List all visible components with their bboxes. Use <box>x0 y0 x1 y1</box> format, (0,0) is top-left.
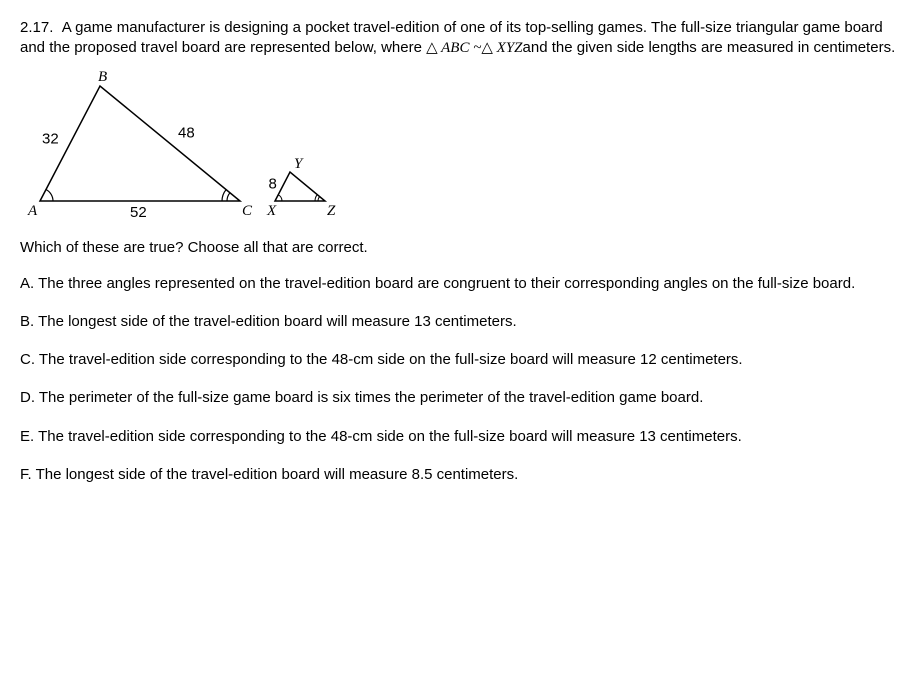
svg-text:52: 52 <box>130 204 147 221</box>
choice-e: E. The travel-edition side corresponding… <box>20 427 903 447</box>
choice-f: F. The longest side of the travel-editio… <box>20 465 903 485</box>
svg-text:C: C <box>242 203 253 219</box>
choice-d: D. The perimeter of the full-size game b… <box>20 388 903 408</box>
problem-text-3: and the given side lengths are measured … <box>523 39 896 56</box>
question-prompt: Which of these are true? Choose all that… <box>20 239 903 256</box>
choice-b: B. The longest side of the travel-editio… <box>20 312 903 332</box>
svg-text:B: B <box>98 71 107 85</box>
svg-text:48: 48 <box>178 124 195 141</box>
page-container: 2.17. A game manufacturer is designing a… <box>0 0 923 503</box>
similarity-expression: △ ABC ~△ XYZ <box>426 40 522 56</box>
svg-text:Y: Y <box>294 156 304 172</box>
svg-text:A: A <box>27 203 38 219</box>
svg-text:Z: Z <box>327 203 336 219</box>
choice-a: A. The three angles represented on the t… <box>20 274 903 294</box>
svg-text:8: 8 <box>269 175 277 192</box>
figure-area: A B C 32 48 52 X Y Z 8 <box>20 71 903 221</box>
problem-text-1: A game manufacturer is designing a pocke… <box>62 19 647 36</box>
choice-c: C. The travel-edition side corresponding… <box>20 350 903 370</box>
triangles-diagram: A B C 32 48 52 X Y Z 8 <box>20 71 360 221</box>
problem-number: 2.17. <box>20 19 53 36</box>
svg-text:32: 32 <box>42 130 59 147</box>
problem-statement: 2.17. A game manufacturer is designing a… <box>20 18 903 59</box>
svg-text:X: X <box>266 203 277 219</box>
